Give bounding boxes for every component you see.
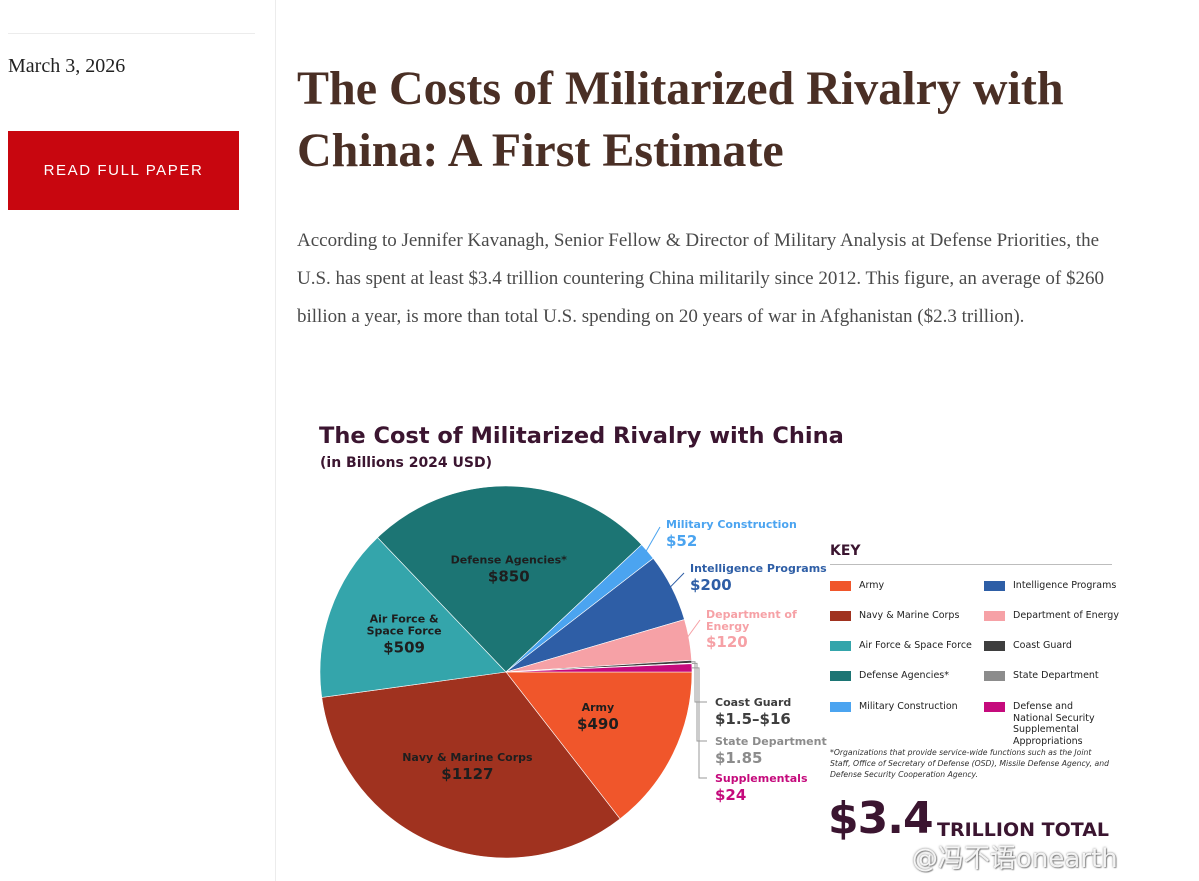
callout-value-supplementals: $24 bbox=[715, 786, 746, 804]
key-item-coast-guard: Coast Guard bbox=[984, 640, 1072, 652]
slice-value-defense-agencies: $850 bbox=[488, 568, 530, 586]
key-label: Air Force & Space Force bbox=[859, 640, 972, 651]
leader-department-of-energy bbox=[684, 619, 701, 641]
leader-state-department bbox=[691, 662, 707, 742]
key-swatch bbox=[830, 641, 851, 651]
callout-label-military-construction: Military Construction bbox=[666, 518, 797, 531]
total-amount: $3.4 bbox=[828, 793, 934, 844]
key-item-department-of-energy: Department of Energy bbox=[984, 610, 1119, 622]
callout-label-state-department: State Department bbox=[715, 735, 827, 748]
key-label: Defense and National Security Supplement… bbox=[1013, 701, 1095, 747]
slice-label-air-force-space-force: Air Force & bbox=[370, 613, 439, 626]
read-full-paper-button[interactable]: READ FULL PAPER bbox=[8, 131, 239, 210]
key-swatch bbox=[984, 581, 1005, 591]
slice-label-army: Army bbox=[582, 701, 615, 714]
callout-label-intelligence-programs: Intelligence Programs bbox=[690, 562, 827, 575]
article-title: The Costs of Militarized Rivalry with Ch… bbox=[297, 62, 1064, 177]
key-label: Defense Agencies* bbox=[859, 670, 949, 681]
key-swatch bbox=[830, 611, 851, 621]
chart-title: The Cost of Militarized Rivalry with Chi… bbox=[319, 423, 844, 449]
key-swatch bbox=[830, 581, 851, 591]
leader-intelligence-programs bbox=[667, 572, 685, 590]
callout-value-military-construction: $52 bbox=[666, 532, 697, 550]
slice-army bbox=[505, 671, 693, 820]
callout-value-coast-guard: $1.5–$16 bbox=[715, 710, 791, 728]
key-item-intelligence-programs: Intelligence Programs bbox=[984, 580, 1116, 592]
callout-label-supplementals: Supplementals bbox=[715, 772, 808, 785]
key-item-navy-marine-corps: Navy & Marine Corps bbox=[830, 610, 959, 622]
callout-value-department-of-energy: $120 bbox=[706, 633, 748, 651]
key-label: Military Construction bbox=[859, 701, 958, 712]
key-title: KEY bbox=[830, 543, 861, 559]
slice-defense-agencies bbox=[377, 485, 643, 673]
key-swatch bbox=[830, 671, 851, 681]
key-item-defense-and-national-security-supplemental-appropriations: Defense and National Security Supplement… bbox=[984, 701, 1114, 747]
key-item-air-force-space-force: Air Force & Space Force bbox=[830, 640, 972, 652]
callout-label-department-of-energy-2: Energy bbox=[706, 620, 749, 633]
key-label: Navy & Marine Corps bbox=[859, 610, 960, 621]
slice-label-air-force-space-force-2: Space Force bbox=[367, 625, 442, 638]
key-swatch bbox=[984, 641, 1005, 651]
slice-label-navy-marine-corps: Navy & Marine Corps bbox=[402, 751, 533, 764]
total-label: TRILLION TOTAL bbox=[937, 819, 1110, 841]
chart-footnote: *Organizations that provide service-wide… bbox=[830, 748, 1109, 779]
key-label: Army bbox=[859, 580, 885, 591]
watermark: @冯不语onearth bbox=[912, 844, 1118, 874]
slice-value-navy-marine-corps: $1127 bbox=[441, 765, 493, 783]
key-swatch bbox=[984, 702, 1005, 712]
key-divider bbox=[830, 564, 1112, 565]
leader-coast-guard bbox=[691, 661, 707, 703]
leader-military-construction bbox=[644, 526, 661, 555]
callout-label-department-of-energy: Department of bbox=[706, 608, 797, 621]
key-label: Department of Energy bbox=[1013, 610, 1119, 621]
key-item-army: Army bbox=[830, 580, 884, 592]
callout-value-state-department: $1.85 bbox=[715, 749, 762, 767]
callout-label-coast-guard: Coast Guard bbox=[715, 696, 791, 709]
key-label: Intelligence Programs bbox=[1013, 580, 1117, 591]
slice-value-air-force-space-force: $509 bbox=[383, 639, 425, 657]
key-swatch bbox=[984, 671, 1005, 681]
key-label: State Department bbox=[1013, 670, 1099, 681]
sidebar-divider bbox=[8, 33, 255, 34]
sidebar: March 3, 2026 READ FULL PAPER bbox=[0, 0, 276, 881]
slice-label-defense-agencies: Defense Agencies* bbox=[451, 554, 567, 567]
slice-navy-marine-corps bbox=[321, 671, 621, 859]
key-swatch bbox=[984, 611, 1005, 621]
article-intro: According to Jennifer Kavanagh, Senior F… bbox=[297, 230, 1104, 327]
key-item-defense-agencies: Defense Agencies* bbox=[830, 670, 949, 682]
key-swatch bbox=[830, 702, 851, 712]
key-label: Coast Guard bbox=[1013, 640, 1072, 651]
chart-subtitle: (in Billions 2024 USD) bbox=[320, 455, 493, 471]
leader-supplementals bbox=[692, 667, 707, 779]
publish-date: March 3, 2026 bbox=[8, 55, 126, 77]
slice-value-army: $490 bbox=[577, 715, 619, 733]
key-item-military-construction: Military Construction bbox=[830, 701, 958, 713]
key-item-state-department: State Department bbox=[984, 670, 1099, 682]
callout-value-intelligence-programs: $200 bbox=[690, 576, 732, 594]
slice-air-force-space-force bbox=[319, 537, 507, 698]
